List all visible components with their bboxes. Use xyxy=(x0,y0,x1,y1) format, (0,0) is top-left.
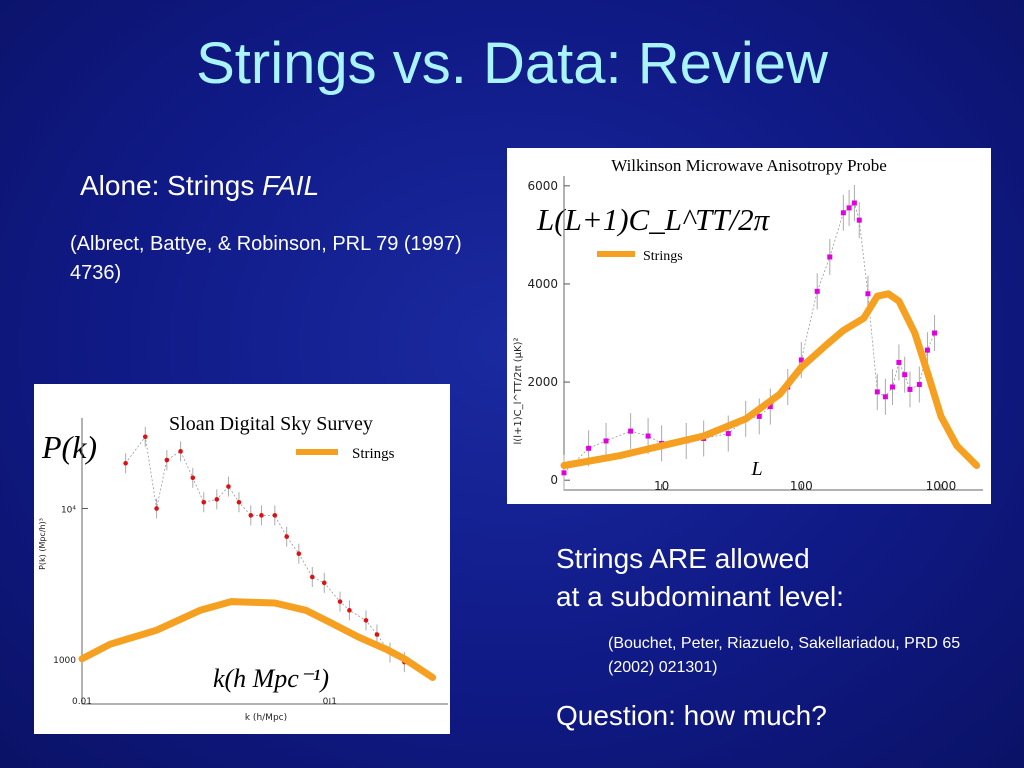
wmap-data-point xyxy=(874,389,880,395)
sdss-ylabel-axis: P(k) (Mpc/h)³ xyxy=(38,518,47,570)
slide-title: Strings vs. Data: Review xyxy=(196,31,828,96)
wmap-data-point xyxy=(798,357,804,363)
sdss-data-point xyxy=(248,513,254,518)
sdss-xlabel-formula: k(h Mpc⁻¹) xyxy=(213,664,329,693)
wmap-y-tick-label: 2000 xyxy=(527,375,558,389)
sdss-data-point xyxy=(347,608,352,613)
wmap-data-trend-line xyxy=(563,202,935,474)
wmap-data-point xyxy=(907,386,913,392)
wmap-data-point xyxy=(932,330,938,336)
alone-fail: FAIL xyxy=(262,170,320,201)
wmap-data-point xyxy=(890,384,896,390)
wmap-chart: Wilkinson Microwave Anisotropy Probe L(L… xyxy=(513,156,983,493)
wmap-x-tick-label: 10 xyxy=(654,479,669,493)
wmap-chart-title: Wilkinson Microwave Anisotropy Probe xyxy=(611,156,887,175)
sdss-data-point xyxy=(142,434,148,440)
wmap-data-point xyxy=(586,445,592,451)
sdss-data-point xyxy=(154,506,159,511)
sdss-data-point xyxy=(190,475,196,481)
sdss-data-point xyxy=(309,574,315,580)
sdss-data-point xyxy=(123,460,128,466)
sdss-legend-label: Strings xyxy=(352,446,395,462)
wmap-x-tick-label: 1000 xyxy=(926,479,957,493)
alone-prefix: Alone: Strings xyxy=(80,170,263,201)
sdss-data-point xyxy=(201,499,207,505)
sdss-data-point xyxy=(374,632,380,637)
sdss-data-point xyxy=(226,484,231,489)
sdss-y-tick-label: 1000 xyxy=(53,656,76,666)
citation-bouchet: (Bouchet, Peter, Riazuelo, Sakellariadou… xyxy=(608,635,961,676)
sdss-data-point xyxy=(236,499,242,505)
wmap-data-point xyxy=(827,254,833,260)
sdss-chart-panel: Sloan Digital Sky Survey P(k) P(k) (Mpc/… xyxy=(34,384,450,734)
wmap-data-point xyxy=(645,433,651,439)
wmap-data-point xyxy=(916,382,922,388)
wmap-data-point xyxy=(814,288,820,294)
sdss-ylabel-formula: P(k) xyxy=(41,429,97,465)
alone-heading: Alone: Strings FAIL xyxy=(80,170,319,202)
sdss-data-point xyxy=(337,599,343,604)
sdss-chart-title: Sloan Digital Sky Survey xyxy=(169,413,373,435)
allowed-text: Strings ARE allowed at a subdominant lev… xyxy=(556,540,844,616)
wmap-data-point xyxy=(725,431,731,437)
sdss-y-tick-label: 10⁴ xyxy=(61,505,76,515)
wmap-data-point xyxy=(628,428,634,434)
sdss-strings-curve xyxy=(78,598,437,681)
wmap-x-tick-label: 100 xyxy=(790,479,813,493)
question-text: Question: how much? xyxy=(556,700,827,731)
wmap-data-point xyxy=(603,438,609,444)
wmap-y-tick-label: 0 xyxy=(550,473,558,487)
wmap-strings-curve xyxy=(560,290,981,469)
wmap-legend-label: Strings xyxy=(643,249,683,264)
wmap-data-point xyxy=(882,394,888,400)
wmap-data-point xyxy=(767,404,773,410)
wmap-data-point xyxy=(902,372,908,378)
citation-albrect: (Albrect, Battye, & Robinson, PRL 79 (19… xyxy=(70,233,462,284)
allowed-line-1: Strings ARE allowed xyxy=(556,543,810,574)
wmap-data-point xyxy=(561,470,567,476)
wmap-data-point xyxy=(840,210,846,216)
sdss-x-tick-label: 0.01 xyxy=(72,697,92,707)
sdss-data-point xyxy=(178,449,183,454)
sdss-data-point xyxy=(259,513,264,518)
wmap-data-point xyxy=(924,347,930,353)
sdss-data-point xyxy=(284,534,289,539)
wmap-data-point xyxy=(896,359,902,365)
sdss-data-point xyxy=(296,551,302,557)
sdss-data-point xyxy=(272,513,278,518)
sdss-data-point xyxy=(363,618,369,623)
wmap-data-point xyxy=(846,205,852,211)
allowed-line-2: at a subdominant level: xyxy=(556,581,844,612)
wmap-ylabel-formula: L(L+1)C_L^TT/2π xyxy=(536,202,771,237)
wmap-ylabel-axis: l(l+1)C_l^TT/2π (μK)² xyxy=(513,338,524,445)
wmap-data-point xyxy=(756,413,762,419)
wmap-y-tick-label: 6000 xyxy=(527,179,558,193)
sdss-x-tick-label: 0.1 xyxy=(323,697,337,707)
wmap-data-point xyxy=(865,291,871,297)
sdss-data-point xyxy=(164,457,170,463)
wmap-chart-panel: Wilkinson Microwave Anisotropy Probe L(L… xyxy=(507,148,991,504)
wmap-y-tick-label: 4000 xyxy=(527,277,558,291)
wmap-data-point xyxy=(851,200,857,206)
sdss-xlabel-axis: k (h/Mpc) xyxy=(245,713,287,723)
wmap-xlabel: L xyxy=(750,458,762,480)
sdss-data-point xyxy=(214,497,220,502)
sdss-chart: Sloan Digital Sky Survey P(k) P(k) (Mpc/… xyxy=(38,413,448,723)
sdss-data-point xyxy=(321,580,327,586)
wmap-data-point xyxy=(856,217,862,223)
